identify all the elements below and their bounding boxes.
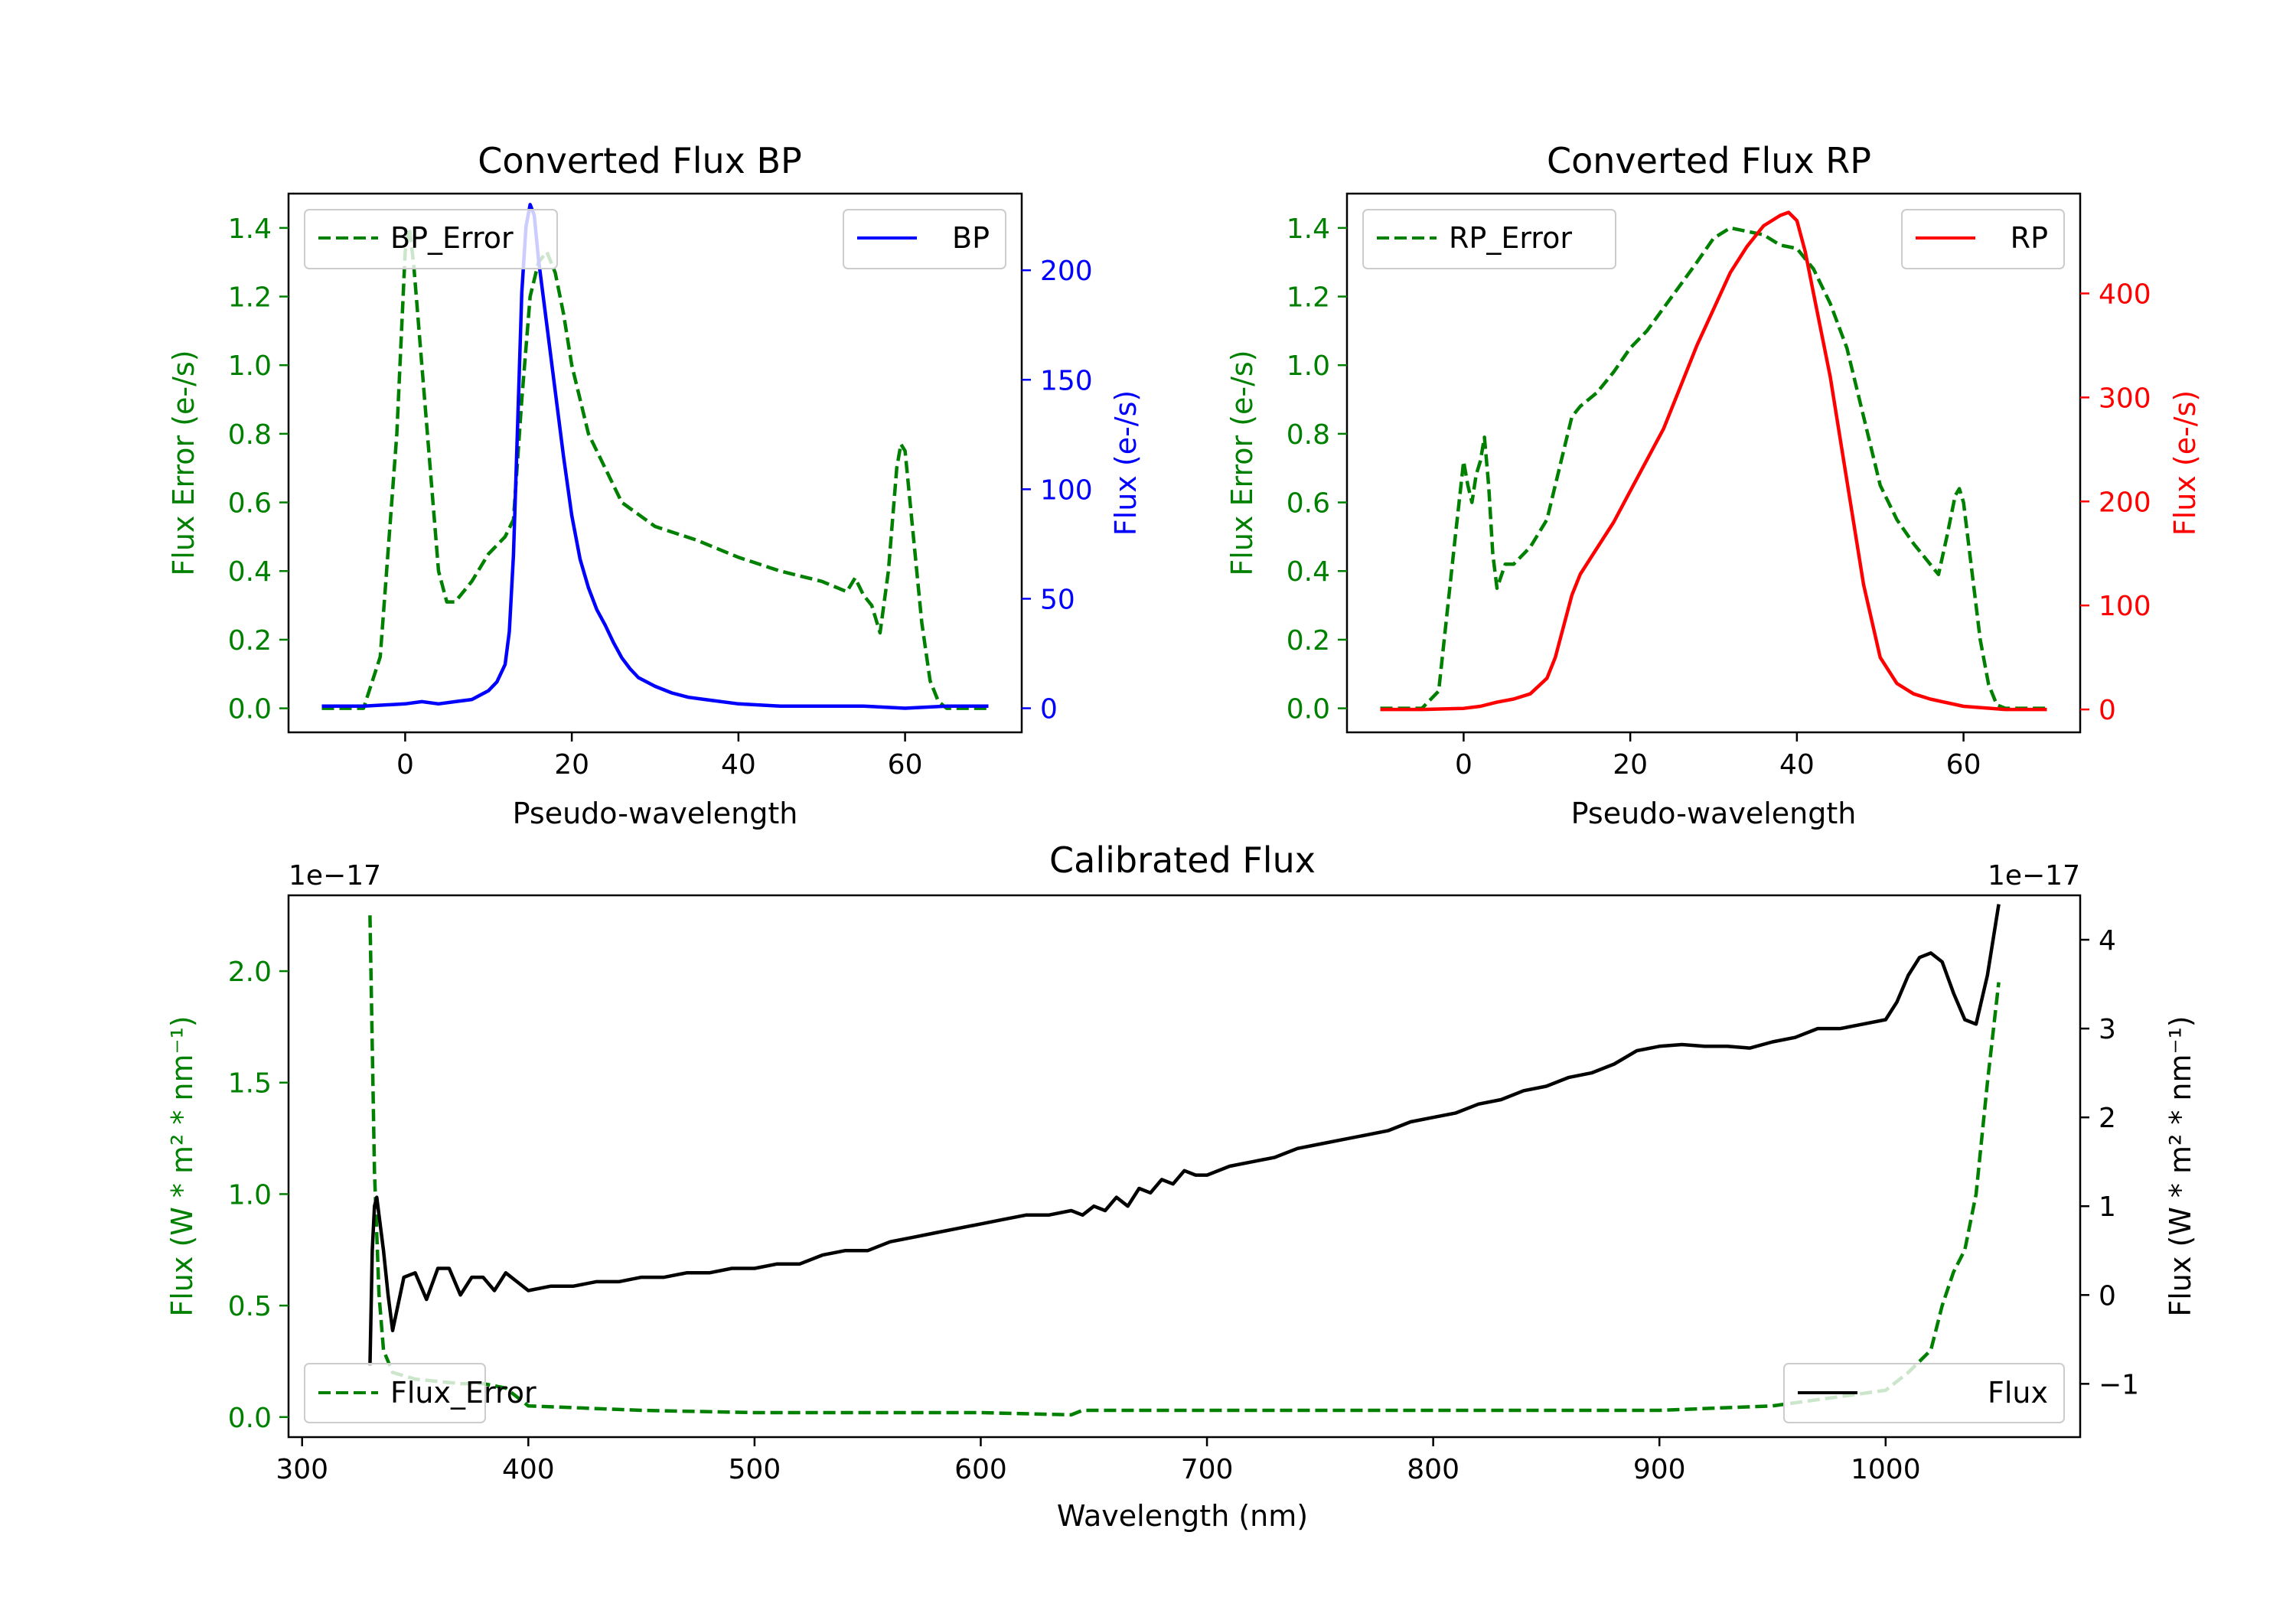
x-tick-label: 0 — [396, 749, 414, 781]
series-line-flux — [368, 904, 2001, 1367]
y-tick-label-left: 1.0 — [1287, 350, 1330, 382]
y-tick-label-right: 100 — [2099, 591, 2151, 622]
series-line-bp — [321, 203, 989, 710]
x-axis-label: Pseudo-wavelength — [513, 797, 798, 830]
panel-bp: Converted Flux BP 0 20 40 60 0.0 0.2 0.4 0.6 0.… — [167, 140, 1143, 830]
y-tick-label-right: 4 — [2099, 925, 2116, 957]
series-line-rp-error — [1380, 226, 2047, 710]
x-axis-label: Pseudo-wavelength — [1571, 797, 1857, 830]
legend-right: RP — [1901, 209, 2065, 269]
legend-label: RP — [2011, 221, 2048, 255]
y-tick-label-left: 0.2 — [1287, 625, 1330, 657]
x-tick-label: 40 — [721, 749, 756, 781]
legend-label: RP_Error — [1449, 221, 1572, 255]
y-tick-label-right: 1 — [2099, 1191, 2116, 1223]
x-tick-label: 400 — [502, 1454, 555, 1485]
legend-left: RP_Error — [1362, 209, 1616, 269]
y-tick-label-left: 0.2 — [228, 625, 272, 657]
y-tick-label-left: 0.4 — [1287, 556, 1330, 588]
y-tick-label-right: 50 — [1040, 584, 1075, 615]
y-tick-label-right: 200 — [2099, 487, 2151, 518]
x-tick-label: 40 — [1779, 749, 1815, 781]
y-tick-label-right: 150 — [1040, 365, 1093, 396]
x-tick-label: 60 — [1946, 749, 1981, 781]
y-tick-label-left: 1.5 — [228, 1068, 272, 1100]
legend-right: Flux — [1783, 1363, 2065, 1423]
y-tick-label-left: 0.0 — [228, 1403, 272, 1434]
y-tick-label-right: 3 — [2099, 1014, 2116, 1045]
y-tick-label-right: 100 — [1040, 474, 1093, 506]
y-tick-label-left: 0.0 — [1287, 694, 1330, 725]
series-line-bp-error — [321, 226, 989, 710]
x-tick-label: 60 — [888, 749, 923, 781]
y-tick-label-left: 1.4 — [1287, 214, 1330, 245]
y-tick-label-left: 0.8 — [1287, 419, 1330, 451]
x-axis-label: Wavelength (nm) — [1057, 1499, 1308, 1533]
y-axis-label-left: Flux (W * m² * nm⁻¹) — [165, 1015, 199, 1316]
legend-label: Flux_Error — [390, 1376, 536, 1410]
x-tick-label: 0 — [1455, 749, 1473, 781]
y-tick-label-left: 1.2 — [228, 282, 272, 314]
x-tick-label: 900 — [1633, 1454, 1686, 1485]
y-tick-label-left: 1.4 — [228, 214, 272, 245]
y-tick-label-right: 300 — [2099, 383, 2151, 414]
series-line-rp — [1380, 210, 2047, 712]
y-axis-label-right: Flux (e-/s) — [2168, 390, 2202, 536]
y-tick-label-right: 0 — [1040, 694, 1058, 725]
legend-left: Flux_Error — [304, 1363, 536, 1423]
x-tick-label: 800 — [1407, 1454, 1459, 1485]
x-tick-label: 700 — [1181, 1454, 1234, 1485]
panel-calibrated: Calibrated Flux 300 400 500 600 700 800 900 100… — [165, 839, 2197, 1533]
offset-text-right: 1e−17 — [1988, 860, 2080, 892]
y-tick-label-right: 2 — [2099, 1103, 2116, 1134]
y-axis-label-left: Flux Error (e-/s) — [167, 350, 201, 575]
x-tick-label: 600 — [954, 1454, 1007, 1485]
y-tick-label-right: −1 — [2099, 1369, 2139, 1400]
y-tick-label-left: 0.8 — [228, 419, 272, 451]
y-tick-label-left: 0.6 — [1287, 488, 1330, 520]
chart-title: Calibrated Flux — [1049, 839, 1316, 881]
y-tick-label-left: 0.6 — [228, 488, 272, 520]
y-tick-label-left: 1.2 — [1287, 282, 1330, 314]
legend-label: BP — [952, 221, 990, 255]
x-tick-label: 20 — [1613, 749, 1648, 781]
chart-title: Converted Flux RP — [1547, 140, 1871, 181]
legend-label: BP_Error — [390, 221, 514, 255]
y-tick-label-left: 2.0 — [228, 957, 272, 988]
y-tick-label-right: 0 — [2099, 1280, 2116, 1312]
x-tick-label: 300 — [276, 1454, 328, 1485]
y-tick-label-left: 0.4 — [228, 556, 272, 588]
y-tick-label-right: 0 — [2099, 695, 2116, 726]
x-tick-label: 20 — [554, 749, 589, 781]
legend-left: BP_Error — [304, 209, 558, 269]
y-axis-label-right: Flux (e-/s) — [1109, 390, 1143, 536]
y-tick-label-left: 0.0 — [228, 694, 272, 725]
offset-text-left: 1e−17 — [289, 860, 381, 892]
y-tick-label-left: 1.0 — [228, 350, 272, 382]
y-tick-label-left: 1.0 — [228, 1179, 272, 1211]
y-tick-label-left: 0.5 — [228, 1291, 272, 1322]
panel-rp: Converted Flux RP 0 20 40 60 0.0 0.2 0.4 0.6 0.… — [1225, 140, 2202, 830]
y-tick-label-right: 200 — [1040, 256, 1093, 287]
y-axis-label-left: Flux Error (e-/s) — [1225, 350, 1259, 575]
chart-title: Converted Flux BP — [478, 140, 802, 181]
y-tick-label-right: 400 — [2099, 279, 2151, 310]
y-axis-label-right: Flux (W * m² * nm⁻¹) — [2164, 1015, 2197, 1316]
x-tick-label: 1000 — [1851, 1454, 1921, 1485]
legend-right: BP — [843, 209, 1006, 269]
legend-label: Flux — [1988, 1376, 2048, 1410]
x-tick-label: 500 — [729, 1454, 781, 1485]
